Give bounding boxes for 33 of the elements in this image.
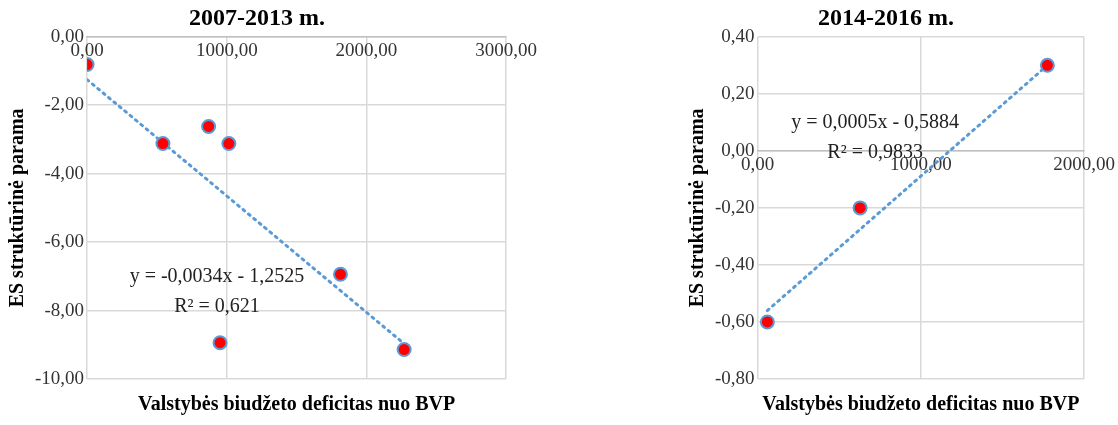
y-tick-label: -6,00 [44, 230, 85, 252]
x-tick-label: 2000,00 [335, 39, 398, 61]
y-tick-label: -10,00 [35, 366, 85, 388]
y-tick-label: -0,20 [715, 195, 755, 217]
y-tick-label: -8,00 [44, 298, 85, 320]
y-axis-title: ES struktūrinė parama [5, 108, 29, 308]
y-tick-label: -0,80 [715, 366, 755, 388]
x-tick-label: 3000,00 [475, 39, 537, 61]
chart-title: 2014-2016 m. [818, 3, 954, 30]
point [396, 342, 412, 358]
y-axis-title: ES struktūrinė parama [685, 108, 709, 308]
point [221, 136, 237, 152]
x-tick-label: 1000,00 [195, 39, 258, 61]
annotation: y = 0,0005x - 0,5884 [791, 109, 960, 133]
y-tick-label: -0,40 [715, 252, 755, 274]
x-axis-title: Valstybės biudžeto deficitas nuo BVP [762, 392, 1080, 416]
chart-title: 2007-2013 m. [189, 3, 325, 30]
x-tick-label: 2000,00 [1053, 153, 1115, 175]
annotation: y = -0,0034x - 1,2525 [129, 263, 305, 287]
point [759, 314, 775, 330]
y-tick-label: 0,40 [721, 24, 755, 46]
point [852, 200, 868, 216]
y-tick-label: -0,60 [715, 309, 755, 331]
point [212, 335, 228, 351]
y-tick-label: 0,20 [721, 81, 755, 103]
point [201, 118, 217, 134]
annotation: R² = 0,621 [174, 293, 260, 316]
point [332, 266, 348, 282]
y-tick-label: -4,00 [44, 161, 85, 183]
point [155, 136, 171, 152]
y-tick-label: -2,00 [44, 93, 85, 115]
x-axis-title: Valstybės biudžeto deficitas nuo BVP [138, 392, 456, 416]
point [1039, 57, 1055, 73]
